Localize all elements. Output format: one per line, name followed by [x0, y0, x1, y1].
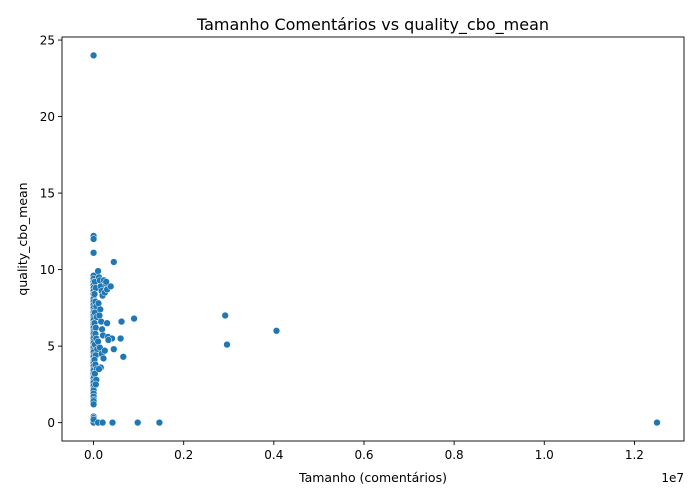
x-tick-label: 0.2	[174, 448, 193, 462]
data-point	[99, 354, 108, 363]
data-point	[98, 325, 106, 333]
data-point	[89, 400, 98, 408]
x-tick-label: 1.0	[535, 448, 554, 462]
data-points	[89, 51, 661, 427]
data-point	[89, 235, 98, 243]
x-tick-label: 0.8	[445, 448, 464, 462]
y-tick-label: 0	[47, 416, 55, 430]
data-point	[155, 418, 164, 427]
data-point	[117, 317, 126, 326]
y-tick-label: 5	[47, 340, 55, 354]
data-point	[116, 334, 125, 343]
y-tick-label: 15	[40, 187, 55, 201]
data-point	[102, 278, 110, 286]
data-point	[134, 418, 142, 427]
data-point	[89, 51, 98, 60]
y-tick-label: 25	[40, 34, 55, 48]
y-axis-ticks: 0 5 10 15 20 25	[40, 34, 62, 430]
y-axis-label: quality_cbo_mean	[15, 182, 30, 295]
data-point	[110, 258, 118, 266]
data-point	[130, 314, 138, 323]
x-tick-label: 1.2	[625, 448, 644, 462]
x-tick-label: 0.0	[84, 448, 103, 462]
data-point	[110, 345, 118, 353]
x-tick-label: 0.6	[354, 448, 373, 462]
data-point	[119, 353, 127, 361]
data-point	[95, 311, 104, 320]
data-point	[94, 337, 102, 346]
x-axis-label: Tamanho (comentários)	[298, 470, 447, 485]
data-point	[96, 305, 104, 314]
data-point	[101, 347, 109, 355]
y-tick-label: 20	[40, 110, 55, 124]
data-point	[103, 319, 111, 327]
data-point	[92, 380, 100, 389]
data-point	[94, 267, 102, 275]
chart-title: Tamanho Comentários vs quality_cbo_mean	[196, 15, 549, 35]
data-point	[94, 299, 103, 307]
data-point	[95, 365, 103, 373]
data-point	[272, 327, 281, 335]
data-point	[108, 418, 117, 427]
y-tick-label: 10	[40, 263, 55, 277]
data-point	[221, 311, 229, 320]
x-tick-label: 0.4	[264, 448, 283, 462]
data-point	[223, 340, 231, 349]
data-point	[98, 418, 107, 427]
data-point	[90, 290, 99, 298]
x-axis-scale-label: 1e7	[661, 471, 684, 485]
plot-frame	[61, 36, 685, 442]
x-axis-ticks: 0.0 0.2 0.4 0.6 0.8 1.0 1.2	[84, 441, 644, 462]
data-point	[92, 324, 100, 332]
data-point	[653, 418, 661, 427]
data-point	[107, 282, 115, 291]
data-point	[89, 249, 98, 257]
data-point	[104, 336, 113, 344]
